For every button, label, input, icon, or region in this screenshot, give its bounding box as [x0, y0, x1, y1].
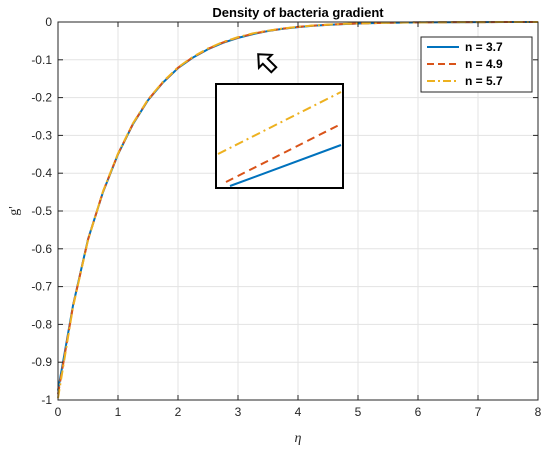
x-tick-label: 8: [535, 405, 542, 419]
x-tick-label: 1: [115, 405, 122, 419]
legend-entry-n49: n = 4.9: [427, 57, 503, 71]
zoom-inset: [215, 83, 344, 189]
y-axis-ticks: 0 -0.1 -0.2 -0.3 -0.4 -0.5 -0.6 -0.7 -0.8 -0.9 -1: [31, 15, 538, 407]
y-tick-label: -1: [41, 393, 52, 407]
inset-line-n49: [225, 123, 342, 183]
y-tick-label: -0.6: [31, 242, 52, 256]
x-tick-label: 2: [175, 405, 182, 419]
y-tick-label: -0.4: [31, 166, 52, 180]
y-axis-label: g': [7, 206, 22, 216]
y-tick-label: -0.2: [31, 91, 52, 105]
y-tick-label: -0.3: [31, 128, 52, 142]
legend-label: n = 3.7: [465, 40, 503, 54]
y-tick-label: 0: [45, 15, 52, 29]
y-tick-label: -0.7: [31, 280, 52, 294]
y-tick-label: -0.5: [31, 204, 52, 218]
inset-line-n37: [229, 144, 342, 187]
arrow-icon: [257, 53, 278, 74]
y-tick-label: -0.1: [31, 53, 52, 67]
legend-entry-n37: n = 3.7: [427, 40, 503, 54]
x-tick-label: 5: [355, 405, 362, 419]
x-tick-label: 7: [475, 405, 482, 419]
legend-entry-n57: n = 5.7: [427, 74, 503, 88]
y-tick-label: -0.9: [31, 355, 52, 369]
x-axis-label: η: [295, 431, 302, 446]
inset-line-n57: [217, 91, 342, 155]
x-tick-label: 0: [55, 405, 62, 419]
chart-title: Density of bacteria gradient: [212, 5, 384, 20]
legend-label: n = 5.7: [465, 74, 503, 88]
x-tick-label: 3: [235, 405, 242, 419]
legend-label: n = 4.9: [465, 57, 503, 71]
x-axis-ticks: 0 1 2 3 4 5 6 7 8: [55, 22, 542, 419]
y-tick-label: -0.8: [31, 317, 52, 331]
x-tick-label: 6: [415, 405, 422, 419]
x-tick-label: 4: [295, 405, 302, 419]
legend: n = 3.7 n = 4.9 n = 5.7: [420, 36, 533, 93]
